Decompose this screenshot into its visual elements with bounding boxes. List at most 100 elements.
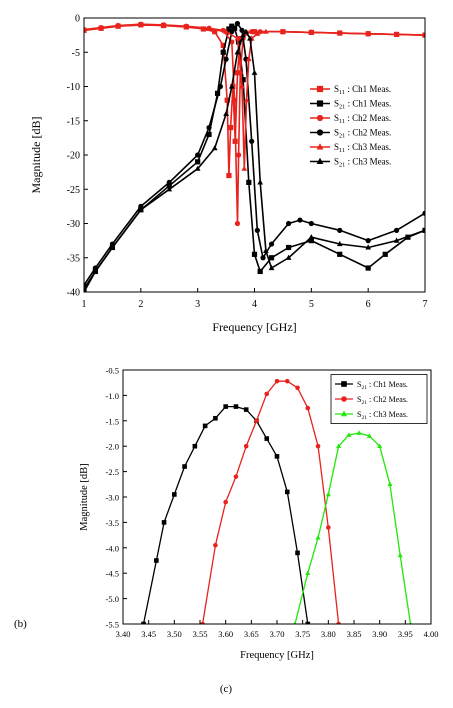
data-point-2-3-4 bbox=[325, 491, 331, 497]
y-tick-label-1-8: -35 bbox=[67, 253, 80, 264]
data-point-2-1-15 bbox=[284, 489, 290, 495]
data-point-1-2-20 bbox=[308, 238, 314, 244]
chart-bottom-ticks: 3.40 3.45 3.50 3.55 3.60 3.65 3.70 3.75 3.80 3.85… bbox=[106, 366, 439, 640]
y-tick-label-1-6: -25 bbox=[67, 185, 80, 196]
chart-top-s-parameters: 1 2 3 4 5 6 7 0 -5 -10 -15 -20 -25 -30 -35 -40 Frequenc… bbox=[29, 14, 428, 335]
chart-top-x-axis-label: Frequency [GHz] bbox=[212, 320, 296, 334]
data-point-1-4-24 bbox=[422, 210, 425, 216]
legend-label-1-3: S11 : Ch2 Meas. bbox=[334, 113, 391, 125]
data-point-1-2-23 bbox=[382, 251, 388, 257]
data-point-1-5-3 bbox=[115, 23, 121, 29]
legend-label-2-1: S21 : Ch1 Meas. bbox=[357, 380, 408, 391]
data-point-1-1-15 bbox=[234, 70, 241, 76]
data-point-1-6-12 bbox=[243, 28, 249, 34]
data-point-1-1-10 bbox=[224, 97, 230, 103]
y-tick-label-1-1: 0 bbox=[75, 14, 80, 25]
x-tick-label-2-9: 3.80 bbox=[321, 629, 336, 639]
data-point-1-6-14 bbox=[251, 69, 258, 75]
x-tick-label-1-6: 6 bbox=[366, 299, 371, 310]
data-point-2-3-7 bbox=[356, 430, 362, 435]
data-point-2-2-1 bbox=[200, 621, 205, 624]
series-line-2-1 bbox=[142, 405, 309, 624]
data-point-1-4-8 bbox=[217, 83, 223, 90]
data-point-1-4-14 bbox=[249, 138, 255, 144]
data-point-1-2-10 bbox=[226, 26, 232, 32]
legend-marker-1-5 bbox=[316, 143, 324, 150]
x-tick-label-1-7: 7 bbox=[423, 299, 428, 310]
data-point-1-4-19 bbox=[297, 217, 303, 223]
chart-top-y-axis-label: Magnitude [dB] bbox=[29, 117, 43, 194]
data-point-1-2-7 bbox=[206, 131, 212, 138]
data-point-1-4-12 bbox=[239, 27, 245, 33]
data-point-1-6-6 bbox=[194, 165, 201, 171]
y-tick-label-1-5: -20 bbox=[67, 151, 80, 162]
x-tick-label-2-7: 3.70 bbox=[270, 629, 285, 639]
data-point-1-5-20 bbox=[365, 30, 372, 36]
legend-marker-1-2 bbox=[316, 100, 324, 107]
data-point-1-5-2 bbox=[98, 25, 104, 31]
data-point-1-4-22 bbox=[365, 238, 371, 244]
data-point-1-2-5 bbox=[166, 183, 172, 189]
chart-top-series-group bbox=[84, 20, 425, 292]
data-point-1-5-22 bbox=[422, 32, 425, 38]
data-point-1-6-1 bbox=[84, 285, 87, 291]
data-point-1-5-13 bbox=[245, 55, 252, 62]
data-point-1-3-12 bbox=[235, 152, 242, 158]
y-tick-label-2-3: -1.5 bbox=[106, 416, 119, 426]
chart-bottom-s21-zoom: 3.40 3.45 3.50 3.55 3.60 3.65 3.70 3.75 3.80 3.85… bbox=[79, 366, 438, 662]
data-point-2-2-4 bbox=[233, 474, 239, 479]
data-point-1-2-1 bbox=[84, 289, 87, 292]
data-point-2-1-10 bbox=[233, 404, 239, 409]
x-tick-label-1-1: 1 bbox=[82, 299, 87, 310]
data-point-2-1-17 bbox=[305, 621, 311, 624]
data-point-1-2-18 bbox=[268, 255, 275, 261]
data-point-1-6-7 bbox=[211, 145, 218, 151]
data-point-1-6-5 bbox=[166, 186, 173, 192]
legend-label-1-5: S11 : Ch3 Meas. bbox=[334, 142, 391, 154]
series-line-2-3 bbox=[294, 432, 412, 624]
chart-top-legend: S11 : Ch1 Meas. S21 : Ch1 Meas. S11 : Ch2 … bbox=[310, 84, 391, 169]
data-point-1-5-21 bbox=[393, 31, 400, 37]
data-point-2-1-5 bbox=[182, 464, 187, 469]
data-point-1-1-11 bbox=[226, 172, 232, 179]
y-tick-label-2-1: -0.5 bbox=[106, 366, 119, 376]
data-point-1-2-8 bbox=[214, 90, 221, 96]
data-point-1-6-23 bbox=[422, 227, 425, 233]
legend-marker-2-2 bbox=[341, 396, 347, 402]
y-tick-label-2-4: -2.0 bbox=[106, 442, 119, 452]
x-tick-label-2-11: 3.90 bbox=[372, 629, 387, 639]
x-tick-label-2-2: 3.45 bbox=[141, 629, 156, 639]
data-point-2-1-1 bbox=[141, 621, 146, 624]
data-point-1-6-22 bbox=[393, 237, 400, 243]
y-tick-label-2-11: -5.5 bbox=[106, 620, 119, 630]
data-point-1-4-15 bbox=[254, 227, 260, 233]
y-tick-label-2-6: -3.0 bbox=[106, 493, 119, 503]
data-point-2-3-9 bbox=[377, 443, 383, 449]
data-point-1-5-18 bbox=[308, 29, 315, 35]
data-point-1-5-10 bbox=[239, 83, 245, 89]
legend-marker-1-3 bbox=[316, 114, 324, 122]
legend-label-1-2: S21 : Ch1 Meas. bbox=[334, 99, 391, 111]
x-tick-label-2-3: 3.50 bbox=[167, 629, 182, 639]
data-point-2-2-11 bbox=[305, 405, 311, 411]
legend-marker-2-1 bbox=[341, 381, 347, 387]
data-point-2-1-13 bbox=[264, 436, 270, 441]
data-point-1-4-4 bbox=[138, 203, 144, 209]
x-tick-label-2-12: 3.95 bbox=[398, 629, 413, 639]
data-point-1-4-23 bbox=[393, 227, 400, 233]
data-point-2-1-11 bbox=[243, 407, 249, 412]
data-point-1-2-17 bbox=[257, 268, 263, 275]
data-point-2-3-1 bbox=[293, 621, 297, 624]
chart-bottom-legend: S21 : Ch1 Meas. S21 : Ch2 Meas. S21 : Ch3 … bbox=[330, 374, 428, 424]
y-tick-label-1-9: -40 bbox=[67, 288, 80, 299]
data-point-2-2-6 bbox=[254, 418, 259, 424]
x-tick-label-2-5: 3.60 bbox=[218, 629, 233, 639]
data-point-1-1-8 bbox=[212, 29, 218, 35]
data-point-1-5-9 bbox=[234, 35, 241, 41]
data-point-1-2-16 bbox=[251, 251, 258, 257]
data-point-1-2-14 bbox=[240, 77, 246, 83]
data-point-2-1-16 bbox=[295, 550, 300, 556]
data-point-2-3-8 bbox=[366, 433, 372, 438]
data-point-1-5-11 bbox=[241, 165, 248, 171]
